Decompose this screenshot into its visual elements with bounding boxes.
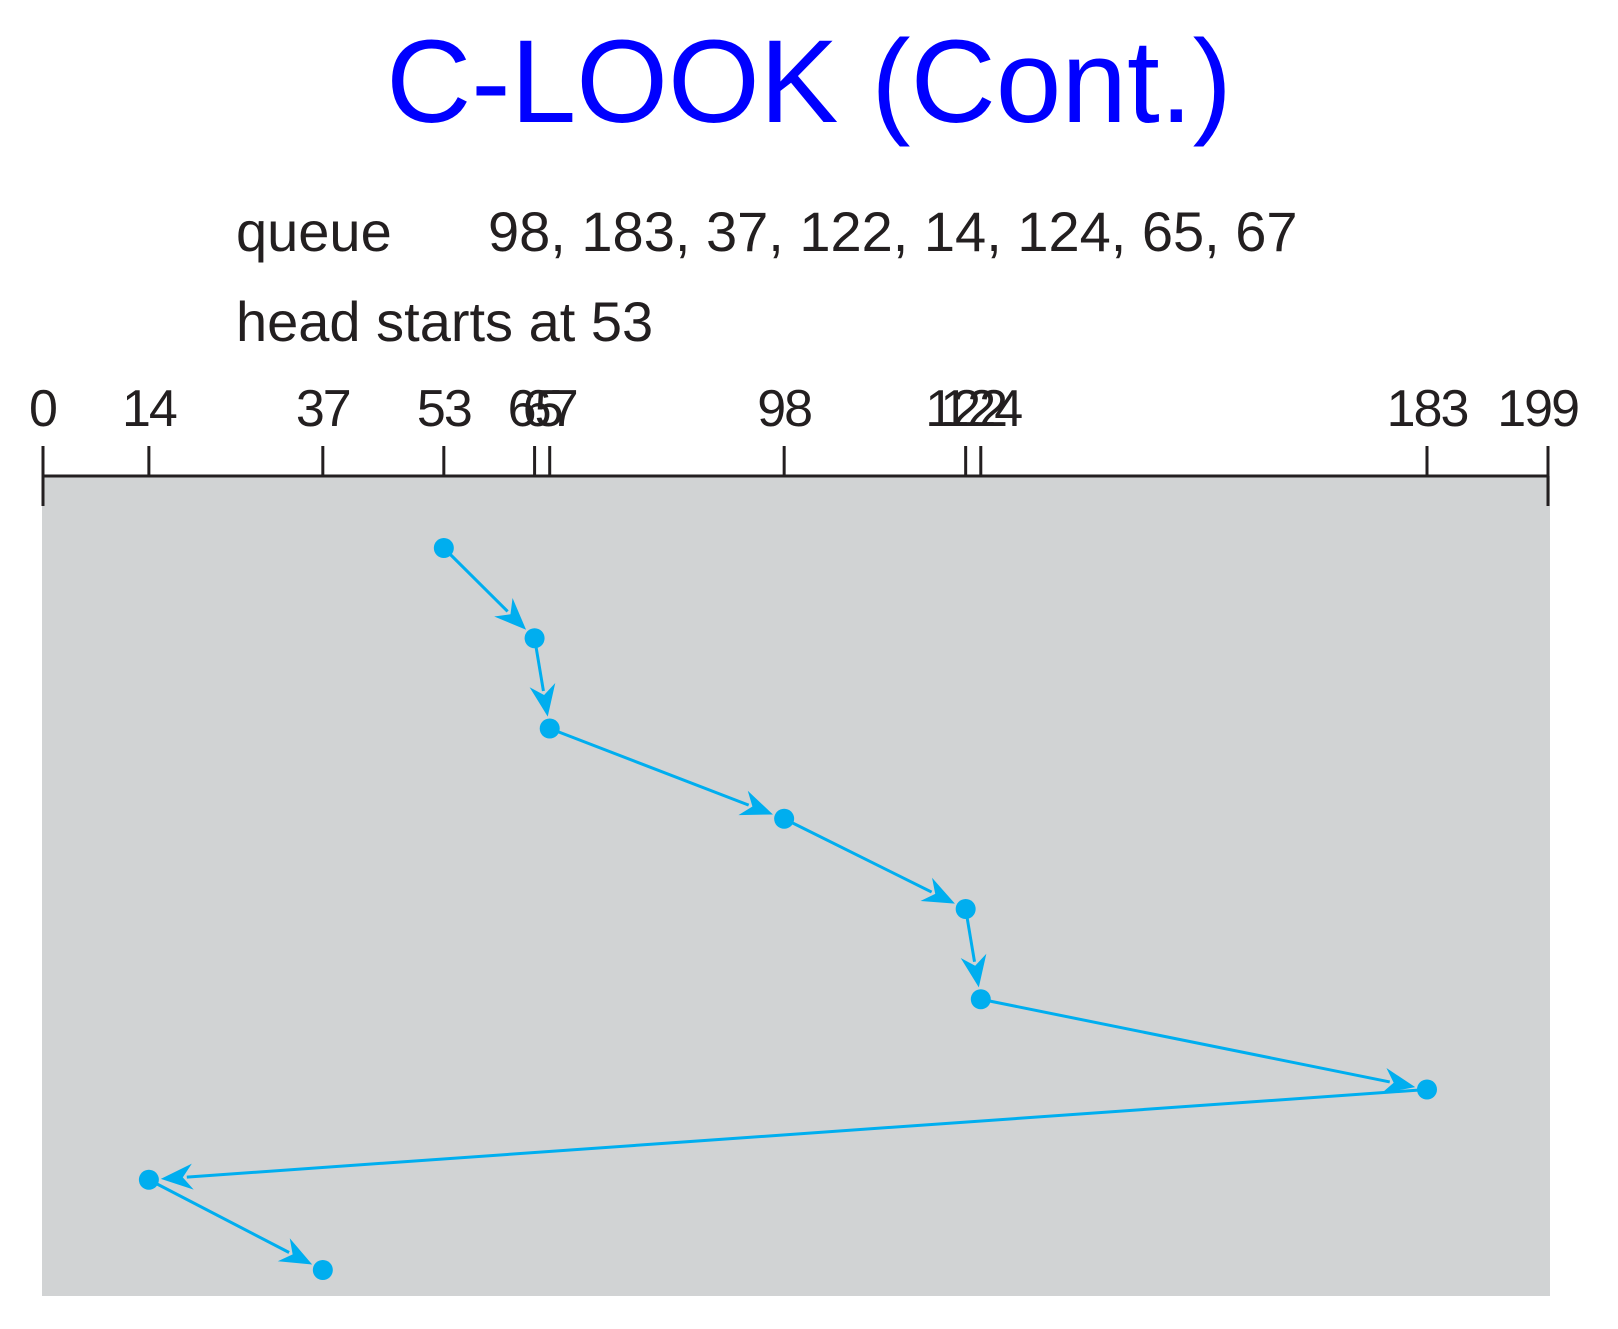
head-position-point bbox=[774, 808, 795, 829]
axis-tick-label: 0 bbox=[29, 380, 56, 438]
axis-tick-label: 122 bbox=[925, 380, 1006, 438]
head-move-segment bbox=[549, 727, 750, 807]
head-position-point bbox=[970, 989, 991, 1010]
head-position-point bbox=[539, 718, 560, 739]
arrowhead bbox=[160, 1163, 194, 1190]
head-position-point bbox=[433, 538, 454, 558]
arrowhead bbox=[920, 877, 955, 904]
head-path bbox=[148, 546, 1428, 1265]
arrowhead bbox=[960, 953, 987, 988]
axis-tick-label: 98 bbox=[757, 380, 811, 438]
head-move-segment bbox=[186, 1088, 1428, 1179]
queue-values: 98, 183, 37, 122, 14, 124, 65, 67 bbox=[488, 200, 1298, 263]
head-position-point bbox=[138, 1169, 159, 1190]
arrowhead bbox=[277, 1238, 313, 1265]
diagram-panel bbox=[42, 476, 1550, 1296]
head-move-segment bbox=[442, 546, 509, 613]
axis-tick-label: 67 bbox=[523, 380, 577, 438]
queue-label: queue bbox=[236, 200, 392, 263]
axis-tick-label: 183 bbox=[1387, 380, 1468, 438]
arrowhead bbox=[738, 790, 773, 816]
head-move-segment bbox=[148, 1178, 290, 1254]
axis-tick-label: 37 bbox=[296, 380, 350, 438]
arrowhead bbox=[1381, 1068, 1416, 1094]
head-position-point bbox=[955, 899, 976, 919]
head-move-segment bbox=[980, 997, 1391, 1084]
head-position-point bbox=[524, 628, 545, 649]
axis-tick-label: 65 bbox=[508, 380, 562, 438]
arrowhead bbox=[529, 682, 556, 717]
head-move-segment bbox=[783, 817, 933, 894]
head-path-points bbox=[138, 538, 1437, 1280]
slide-title: C-LOOK (Cont.) bbox=[386, 16, 1232, 148]
axis-tick-label: 14 bbox=[122, 380, 177, 438]
axis-tick-label: 199 bbox=[1497, 380, 1578, 438]
head-start-label: head starts at 53 bbox=[236, 290, 654, 353]
head-position-point bbox=[312, 1260, 333, 1280]
head-position-point bbox=[1416, 1079, 1437, 1100]
arrowhead bbox=[494, 598, 527, 630]
axis-tick-label: 53 bbox=[417, 380, 471, 438]
axis-tick-label: 124 bbox=[940, 380, 1022, 438]
